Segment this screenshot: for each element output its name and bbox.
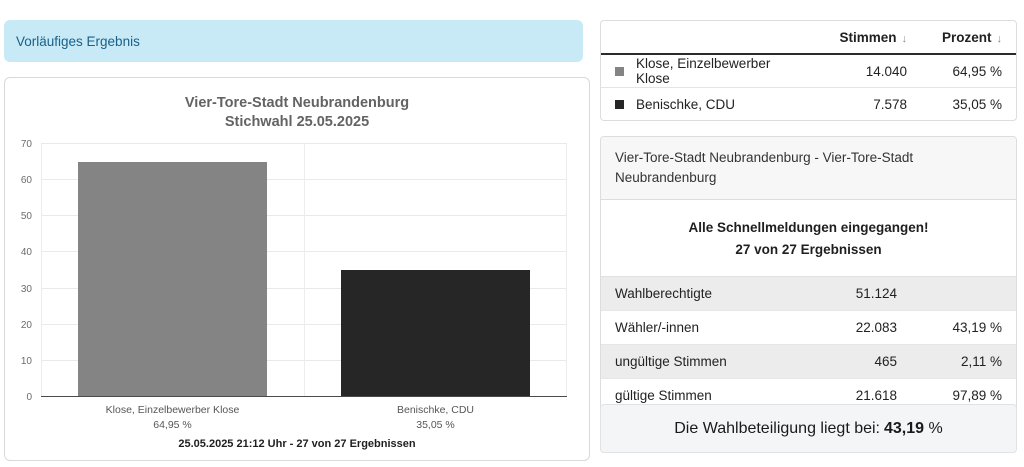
candidate-name: Klose, Einzelbewerber Klose [636,56,771,86]
bar-2 [340,270,531,397]
turnout-text: Die Wahlbeteiligung liegt bei: [674,419,880,437]
header-stimmen[interactable]: Stimmen ↓ [802,30,907,45]
x-axis-line [41,396,567,397]
prozent-value: 35,05 % [952,96,1002,112]
chart-title-line2: Stichwahl 25.05.2025 [224,114,370,130]
chart-title: Vier-Tore-Stadt Neubrandenburg Stichwahl… [5,94,589,132]
stat-value: 465 [874,354,897,369]
results-table-header: Stimmen ↓ Prozent ↓ [601,21,1016,55]
preliminary-result-label: Vorläufiges Ergebnis [16,33,140,49]
message-line2: 27 von 27 Ergebnissen [735,242,882,257]
chart-card: Vier-Tore-Stadt Neubrandenburg Stichwahl… [4,77,590,461]
header-prozent-label: Prozent [941,29,992,45]
gridline [41,143,567,144]
stat-label: Wähler/-innen [615,320,700,335]
stats-table: Wahlberechtigte 51.124 Wähler/-innen 22.… [601,276,1016,412]
y-tick-label: 0 [26,392,32,403]
chart-title-line1: Vier-Tore-Stadt Neubrandenburg [184,95,410,111]
stat-percent: 2,11 % [960,354,1002,369]
stats-row: gültige Stimmen 21.618 97,89 % [601,378,1016,412]
header-stimmen-label: Stimmen [839,29,897,45]
candidate-cell: Benischke, CDU [615,97,802,112]
stat-label: gültige Stimmen [615,388,712,403]
stimmen-value: 14.040 [865,63,907,79]
info-panel-header: Vier-Tore-Stadt Neubrandenburg - Vier-To… [601,137,1016,200]
candidate-cell: Klose, Einzelbewerber Klose [615,56,802,86]
stat-label: ungültige Stimmen [615,354,727,369]
stat-percent: 97,89 % [952,388,1002,403]
y-tick-label: 10 [20,355,32,367]
vertical-gridline [41,144,42,397]
vertical-gridline [566,144,567,397]
turnout-banner: Die Wahlbeteiligung liegt bei: 43,19 % [600,404,1017,453]
stat-value: 21.618 [855,388,897,403]
chart-categories: Klose, Einzelbewerber Klose 64,95 % Benisc… [41,403,567,433]
results-table-body: Klose, Einzelbewerber Klose 14.040 64,95… [601,55,1016,120]
chart-plot [41,143,567,397]
stimmen-value: 7.578 [873,96,907,112]
legend-square-icon [615,99,624,109]
y-tick-label: 40 [20,247,32,259]
message-line1: Alle Schnellmeldungen eingegangen! [688,220,929,235]
stats-row: Wahlberechtigte 51.124 [601,277,1016,310]
stat-value: 22.083 [855,320,897,335]
table-row: Klose, Einzelbewerber Klose 14.040 64,95… [601,55,1016,87]
results-table: Stimmen ↓ Prozent ↓ Klose, Einzelbewerber … [600,20,1017,121]
preliminary-result-banner: Vorläufiges Ergebnis [4,20,583,62]
y-tick-label: 50 [20,211,32,223]
y-tick-label: 20 [20,319,32,331]
prozent-value: 64,95 % [952,63,1002,79]
header-prozent[interactable]: Prozent ↓ [907,30,1002,45]
y-tick-label: 70 [20,139,32,150]
vertical-gridline [304,144,305,397]
bar-1 [77,162,268,397]
category-label: Benischke, CDU 35,05 % [396,404,475,431]
table-row: Benischke, CDU 7.578 35,05 % [601,87,1016,120]
stat-percent: 43,19 % [952,320,1002,335]
y-tick-label: 60 [20,175,32,187]
chart-footer: 25.05.2025 21:12 Uhr - 27 von 27 Ergebni… [178,438,416,450]
category-label: Klose, Einzelbewerber Klose 64,95 % [105,404,240,431]
y-tick-label: 30 [20,283,32,295]
stats-row: Wähler/-innen 22.083 43,19 % [601,310,1016,344]
turnout-suffix: % [928,419,943,437]
stats-row: ungültige Stimmen 465 2,11 % [601,344,1016,378]
legend-square-icon [615,66,624,76]
sort-down-icon[interactable]: ↓ [901,32,908,45]
chart-yticks: 0 10 20 30 40 50 60 70 [5,139,36,403]
stat-value: 51.124 [855,286,897,301]
candidate-name: Benischke, CDU [636,96,736,112]
stat-label: Wahlberechtigte [615,286,713,301]
info-panel-message: Alle Schnellmeldungen eingegangen! 27 vo… [601,200,1016,276]
sort-down-icon[interactable]: ↓ [996,32,1003,45]
info-panel: Vier-Tore-Stadt Neubrandenburg - Vier-To… [600,136,1017,413]
turnout-value: 43,19 [884,419,925,437]
